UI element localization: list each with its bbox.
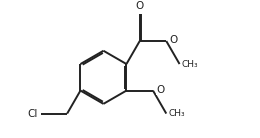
Text: O: O: [170, 35, 178, 45]
Text: O: O: [156, 85, 164, 95]
Text: CH₃: CH₃: [181, 59, 198, 69]
Text: Cl: Cl: [28, 109, 38, 119]
Text: O: O: [136, 1, 144, 11]
Text: CH₃: CH₃: [168, 109, 185, 118]
